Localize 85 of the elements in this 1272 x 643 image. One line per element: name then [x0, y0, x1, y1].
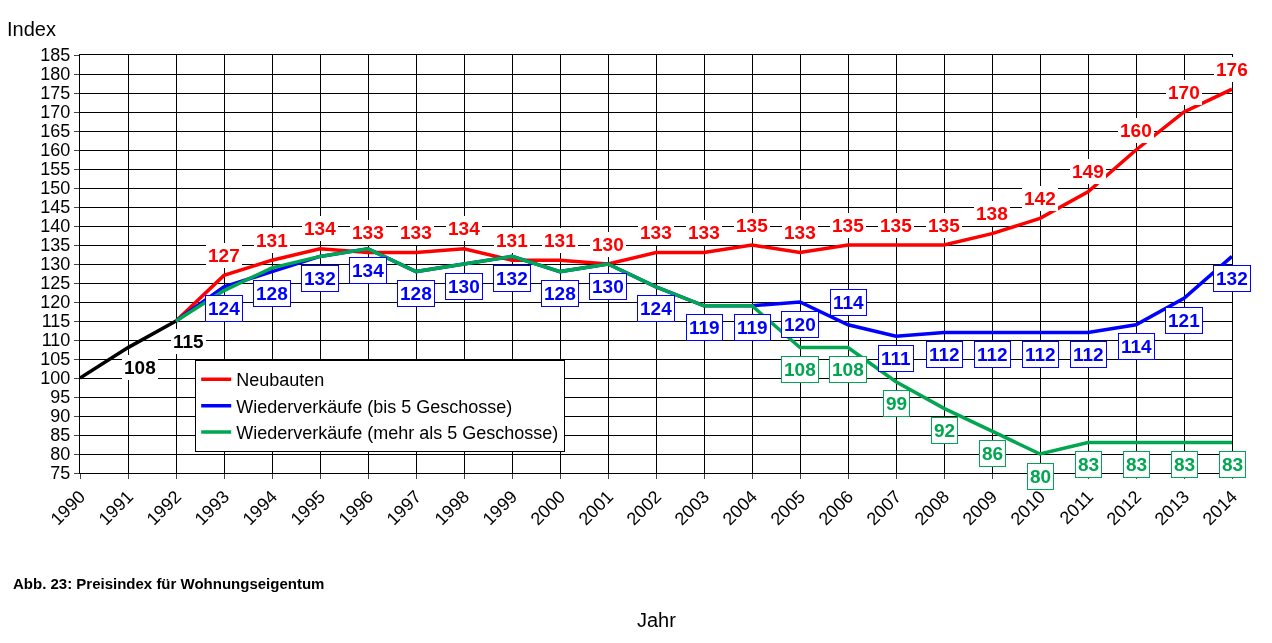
data-label: 128: [256, 283, 288, 304]
data-label: 115: [173, 331, 205, 352]
data-label: 99: [886, 393, 908, 414]
data-label: 86: [982, 443, 1004, 464]
y-tick-label: 110: [41, 330, 71, 351]
data-label: 127: [208, 245, 240, 266]
data-label: 160: [1120, 120, 1152, 141]
data-label: 92: [934, 420, 956, 441]
y-tick-label: 180: [40, 64, 71, 85]
data-label: 133: [352, 222, 384, 243]
y-tick-label: 145: [40, 197, 71, 218]
data-label: 83: [1126, 454, 1148, 475]
data-label: 120: [784, 314, 816, 335]
y-tick-label: 170: [40, 102, 71, 123]
data-label: 80: [1030, 466, 1052, 487]
y-tick-label: 125: [40, 273, 71, 294]
data-label: 83: [1222, 454, 1244, 475]
data-label: 132: [1216, 268, 1248, 289]
y-tick-label: 85: [50, 425, 71, 446]
data-label: 133: [400, 222, 432, 243]
data-label: 83: [1174, 454, 1196, 475]
data-label: 142: [1024, 188, 1056, 209]
data-label: 114: [833, 292, 865, 313]
data-label: 134: [304, 218, 337, 239]
data-label: 108: [832, 359, 864, 380]
data-label: 133: [640, 222, 672, 243]
data-label: 128: [544, 283, 576, 304]
y-tick-label: 160: [40, 140, 71, 161]
data-label: 131: [544, 230, 577, 251]
y-tick-label: 120: [40, 292, 71, 313]
data-label: 131: [256, 230, 289, 251]
y-axis-title: Index: [7, 18, 56, 40]
legend-label: Wiederverkäufe (bis 5 Geschosse): [236, 396, 513, 417]
data-label: 119: [737, 317, 768, 338]
data-label: 111: [881, 348, 912, 369]
data-label: 124: [640, 298, 673, 319]
data-label: 131: [496, 230, 529, 251]
data-label: 134: [352, 260, 385, 281]
data-label: 135: [928, 215, 961, 236]
data-label: 130: [592, 234, 624, 255]
y-tick-label: 150: [40, 178, 71, 199]
y-tick-label: 135: [40, 235, 71, 256]
y-tick-label: 75: [50, 463, 71, 484]
y-tick-label: 100: [40, 368, 71, 389]
caption: Abb. 23: Preisindex für Wohnungseigentum: [13, 575, 325, 592]
data-label: 138: [976, 203, 1008, 224]
data-label: 124: [208, 298, 241, 319]
legend-label: Wiederverkäufe (mehr als 5 Geschosse): [236, 423, 559, 444]
data-label: 108: [784, 359, 816, 380]
data-label: 114: [1121, 336, 1153, 357]
data-label: 130: [592, 276, 624, 297]
data-label: 135: [736, 215, 769, 236]
data-label: 170: [1168, 82, 1200, 103]
data-label: 176: [1216, 59, 1248, 80]
legend-label: Neubauten: [236, 370, 325, 391]
y-tick-label: 80: [50, 444, 71, 465]
y-tick-label: 140: [40, 216, 71, 237]
y-tick-label: 175: [40, 83, 71, 104]
y-tick-label: 130: [40, 254, 71, 275]
data-label: 135: [832, 215, 865, 236]
y-tick-label: 95: [50, 387, 71, 408]
data-label: 133: [688, 222, 720, 243]
x-axis-title: Jahr: [637, 609, 677, 631]
data-label: 130: [448, 276, 480, 297]
data-label: 128: [400, 283, 432, 304]
data-label: 132: [496, 268, 528, 289]
data-label: 119: [689, 317, 720, 338]
data-label: 112: [977, 344, 1008, 365]
y-tick-label: 155: [40, 159, 71, 180]
y-tick-label: 105: [40, 349, 71, 370]
data-label: 135: [880, 215, 913, 236]
data-label: 132: [304, 268, 336, 289]
data-label: 121: [1168, 310, 1201, 331]
y-tick-label: 185: [40, 45, 71, 66]
data-label: 108: [124, 357, 156, 378]
y-tick-label: 90: [50, 406, 71, 427]
data-label: 134: [448, 218, 481, 239]
data-label: 112: [929, 344, 960, 365]
data-label: 112: [1073, 344, 1104, 365]
data-label: 112: [1025, 344, 1056, 365]
y-tick-label: 115: [41, 311, 71, 332]
data-label: 149: [1072, 161, 1104, 182]
data-label: 83: [1078, 454, 1100, 475]
y-tick-label: 165: [40, 121, 71, 142]
data-label: 133: [784, 222, 816, 243]
